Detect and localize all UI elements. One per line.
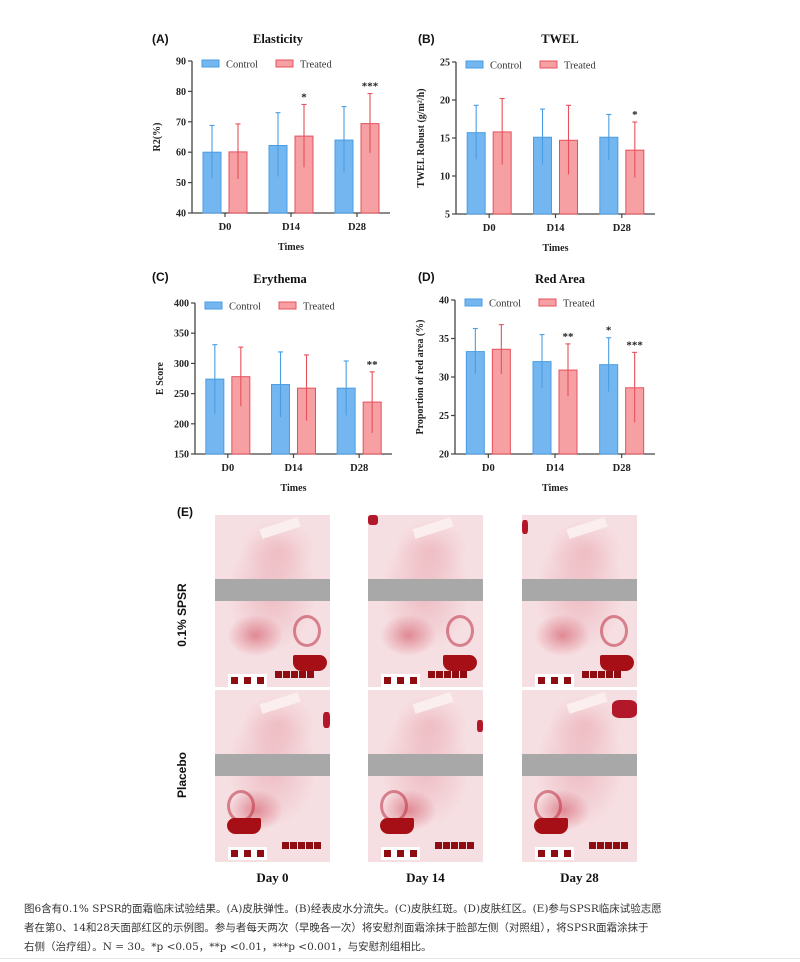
chart-c-y-tick-label: 150 — [174, 450, 189, 461]
chart-d-legend-swatch-control — [464, 298, 483, 307]
chart-a-title: Elasticity — [253, 32, 304, 46]
chart-b-y-axis-title: TWEL Robust (g/m²/h) — [416, 88, 427, 187]
chart-a-x-axis-title: Times — [278, 242, 304, 253]
chart-d-significance-treated-d14: ** — [563, 331, 575, 343]
chart-c-y-tick-label: 400 — [174, 299, 189, 310]
chart-a-significance-treated-d28: *** — [362, 81, 379, 93]
bottom-divider — [0, 958, 800, 959]
chart-d-x-tick-label: D14 — [546, 463, 565, 474]
chart-a-legend-swatch-treated — [275, 59, 294, 68]
face-photo-spsr-day14 — [368, 515, 483, 687]
caption-line: 者在第0、14和28天面部红区的示例图。参与者每天两次（早晚各一次）将安慰剂面霜… — [24, 922, 649, 934]
chart-b-legend-label-control: Control — [490, 61, 522, 72]
chart-d-y-tick-label: 30 — [439, 373, 449, 384]
chart-b-panel-label: (B) — [418, 32, 435, 46]
chart-d-y-tick-label: 25 — [439, 411, 449, 422]
chart-b-x-tick-label: D14 — [546, 223, 565, 234]
chart-b-y-tick-label: 5 — [445, 210, 450, 221]
chart-b-x-axis-title: Times — [543, 243, 569, 254]
row-label-placebo: Placebo — [175, 751, 189, 799]
chart-c-legend-swatch-control — [204, 301, 223, 310]
chart-a-y-tick-label: 80 — [176, 87, 186, 98]
chart-d-significance-control-d28: * — [606, 325, 612, 337]
chart-d-legend-label-treated: Treated — [563, 299, 595, 310]
chart-b-significance-treated-d28: * — [632, 109, 638, 121]
chart-d-legend-swatch-treated — [538, 298, 557, 307]
chart-d-x-tick-label: D0 — [482, 463, 495, 474]
panel-label-e: (E) — [177, 505, 193, 519]
chart-a-y-axis-title: R2(%) — [152, 123, 163, 152]
column-label-day14: Day 14 — [406, 870, 445, 885]
chart-c-title: Erythema — [253, 272, 307, 286]
chart-c-y-tick-label: 300 — [174, 359, 189, 370]
chart-b-x-tick-label: D28 — [613, 223, 631, 234]
chart-b-y-tick-label: 10 — [440, 172, 450, 183]
photo-panel-e: (E) 0.1% SPSR Placebo — [170, 500, 650, 890]
face-photo-placebo-day0 — [215, 690, 330, 862]
caption-line: 右侧（治疗组）。N = 30。*p <0.05，**p <0.01，***p <… — [24, 941, 432, 953]
chart-c-significance-treated-d28: ** — [367, 359, 379, 371]
figure-caption: 图6含有0.1% SPSR的面霜临床试验结果。(A)皮肤弹性。(B)经表皮水分流… — [24, 900, 784, 957]
chart-d-x-axis-title: Times — [542, 483, 568, 494]
chart-a-legend-swatch-control — [201, 59, 220, 68]
face-photo-spsr-day0 — [215, 515, 330, 687]
chart-d-y-tick-label: 20 — [439, 450, 449, 461]
column-label-day0: Day 0 — [256, 870, 289, 885]
chart-c-panel-label: (C) — [152, 270, 169, 284]
chart-d-x-tick-label: D28 — [613, 463, 631, 474]
chart-a-legend-label-treated: Treated — [300, 60, 332, 71]
chart-c-y-axis-title: E Score — [155, 362, 166, 395]
chart-a-significance-treated-d14: * — [301, 91, 307, 103]
chart-a-y-tick-label: 40 — [176, 209, 186, 220]
chart-c-legend-label-treated: Treated — [303, 302, 335, 313]
chart-a-x-tick-label: D0 — [219, 222, 232, 233]
chart-c-legend-label-control: Control — [229, 302, 261, 313]
chart-a-y-tick-label: 50 — [176, 178, 186, 189]
chart-d-y-axis-title: Proportion of red area (%) — [415, 320, 426, 435]
column-label-day28: Day 28 — [560, 870, 599, 885]
chart-b-y-tick-label: 25 — [440, 58, 450, 69]
row-label-spsr: 0.1% SPSR — [175, 583, 189, 647]
chart-a-x-tick-label: D28 — [348, 222, 366, 233]
chart-c-x-tick-label: D28 — [350, 463, 368, 474]
chart-b-legend-label-treated: Treated — [564, 61, 596, 72]
chart-a-legend-label-control: Control — [226, 60, 258, 71]
charts-area: (A) Elasticity 40 50 60 70 80 90 R2(%) D0 D14 * D28 *… — [152, 32, 655, 494]
chart-b-y-tick-label: 20 — [440, 96, 450, 107]
chart-c-x-tick-label: D0 — [221, 463, 234, 474]
chart-d-y-tick-label: 35 — [439, 334, 449, 345]
chart-a-y-tick-label: 60 — [176, 148, 186, 159]
chart-c-legend-swatch-treated — [278, 301, 297, 310]
caption-line: 图6含有0.1% SPSR的面霜临床试验结果。(A)皮肤弹性。(B)经表皮水分流… — [24, 903, 662, 915]
chart-d-panel-label: (D) — [418, 270, 435, 284]
chart-a-x-tick-label: D14 — [282, 222, 301, 233]
chart-c-x-axis-title: Times — [281, 483, 307, 494]
chart-c-y-tick-label: 350 — [174, 329, 189, 340]
chart-d-significance-treated-d28: *** — [626, 339, 643, 351]
chart-b-legend-swatch-control — [465, 60, 484, 69]
chart-d-title: Red Area — [535, 272, 586, 286]
chart-b-y-tick-label: 15 — [440, 134, 450, 145]
face-photo-placebo-day14 — [368, 690, 483, 862]
chart-a-panel-label: (A) — [152, 32, 169, 46]
chart-d-y-tick-label: 40 — [439, 296, 449, 307]
face-photo-spsr-day28 — [522, 515, 637, 687]
chart-c-y-tick-label: 200 — [174, 419, 189, 430]
face-photo-placebo-day28 — [522, 690, 637, 862]
chart-b-title: TWEL — [541, 32, 579, 46]
chart-b-legend-swatch-treated — [539, 60, 558, 69]
chart-b-x-tick-label: D0 — [483, 223, 496, 234]
chart-a-y-tick-label: 70 — [176, 117, 186, 128]
chart-c-x-tick-label: D14 — [284, 463, 303, 474]
chart-c-y-tick-label: 250 — [174, 389, 189, 400]
chart-d-legend-label-control: Control — [489, 299, 521, 310]
chart-a-y-tick-label: 90 — [176, 57, 186, 68]
